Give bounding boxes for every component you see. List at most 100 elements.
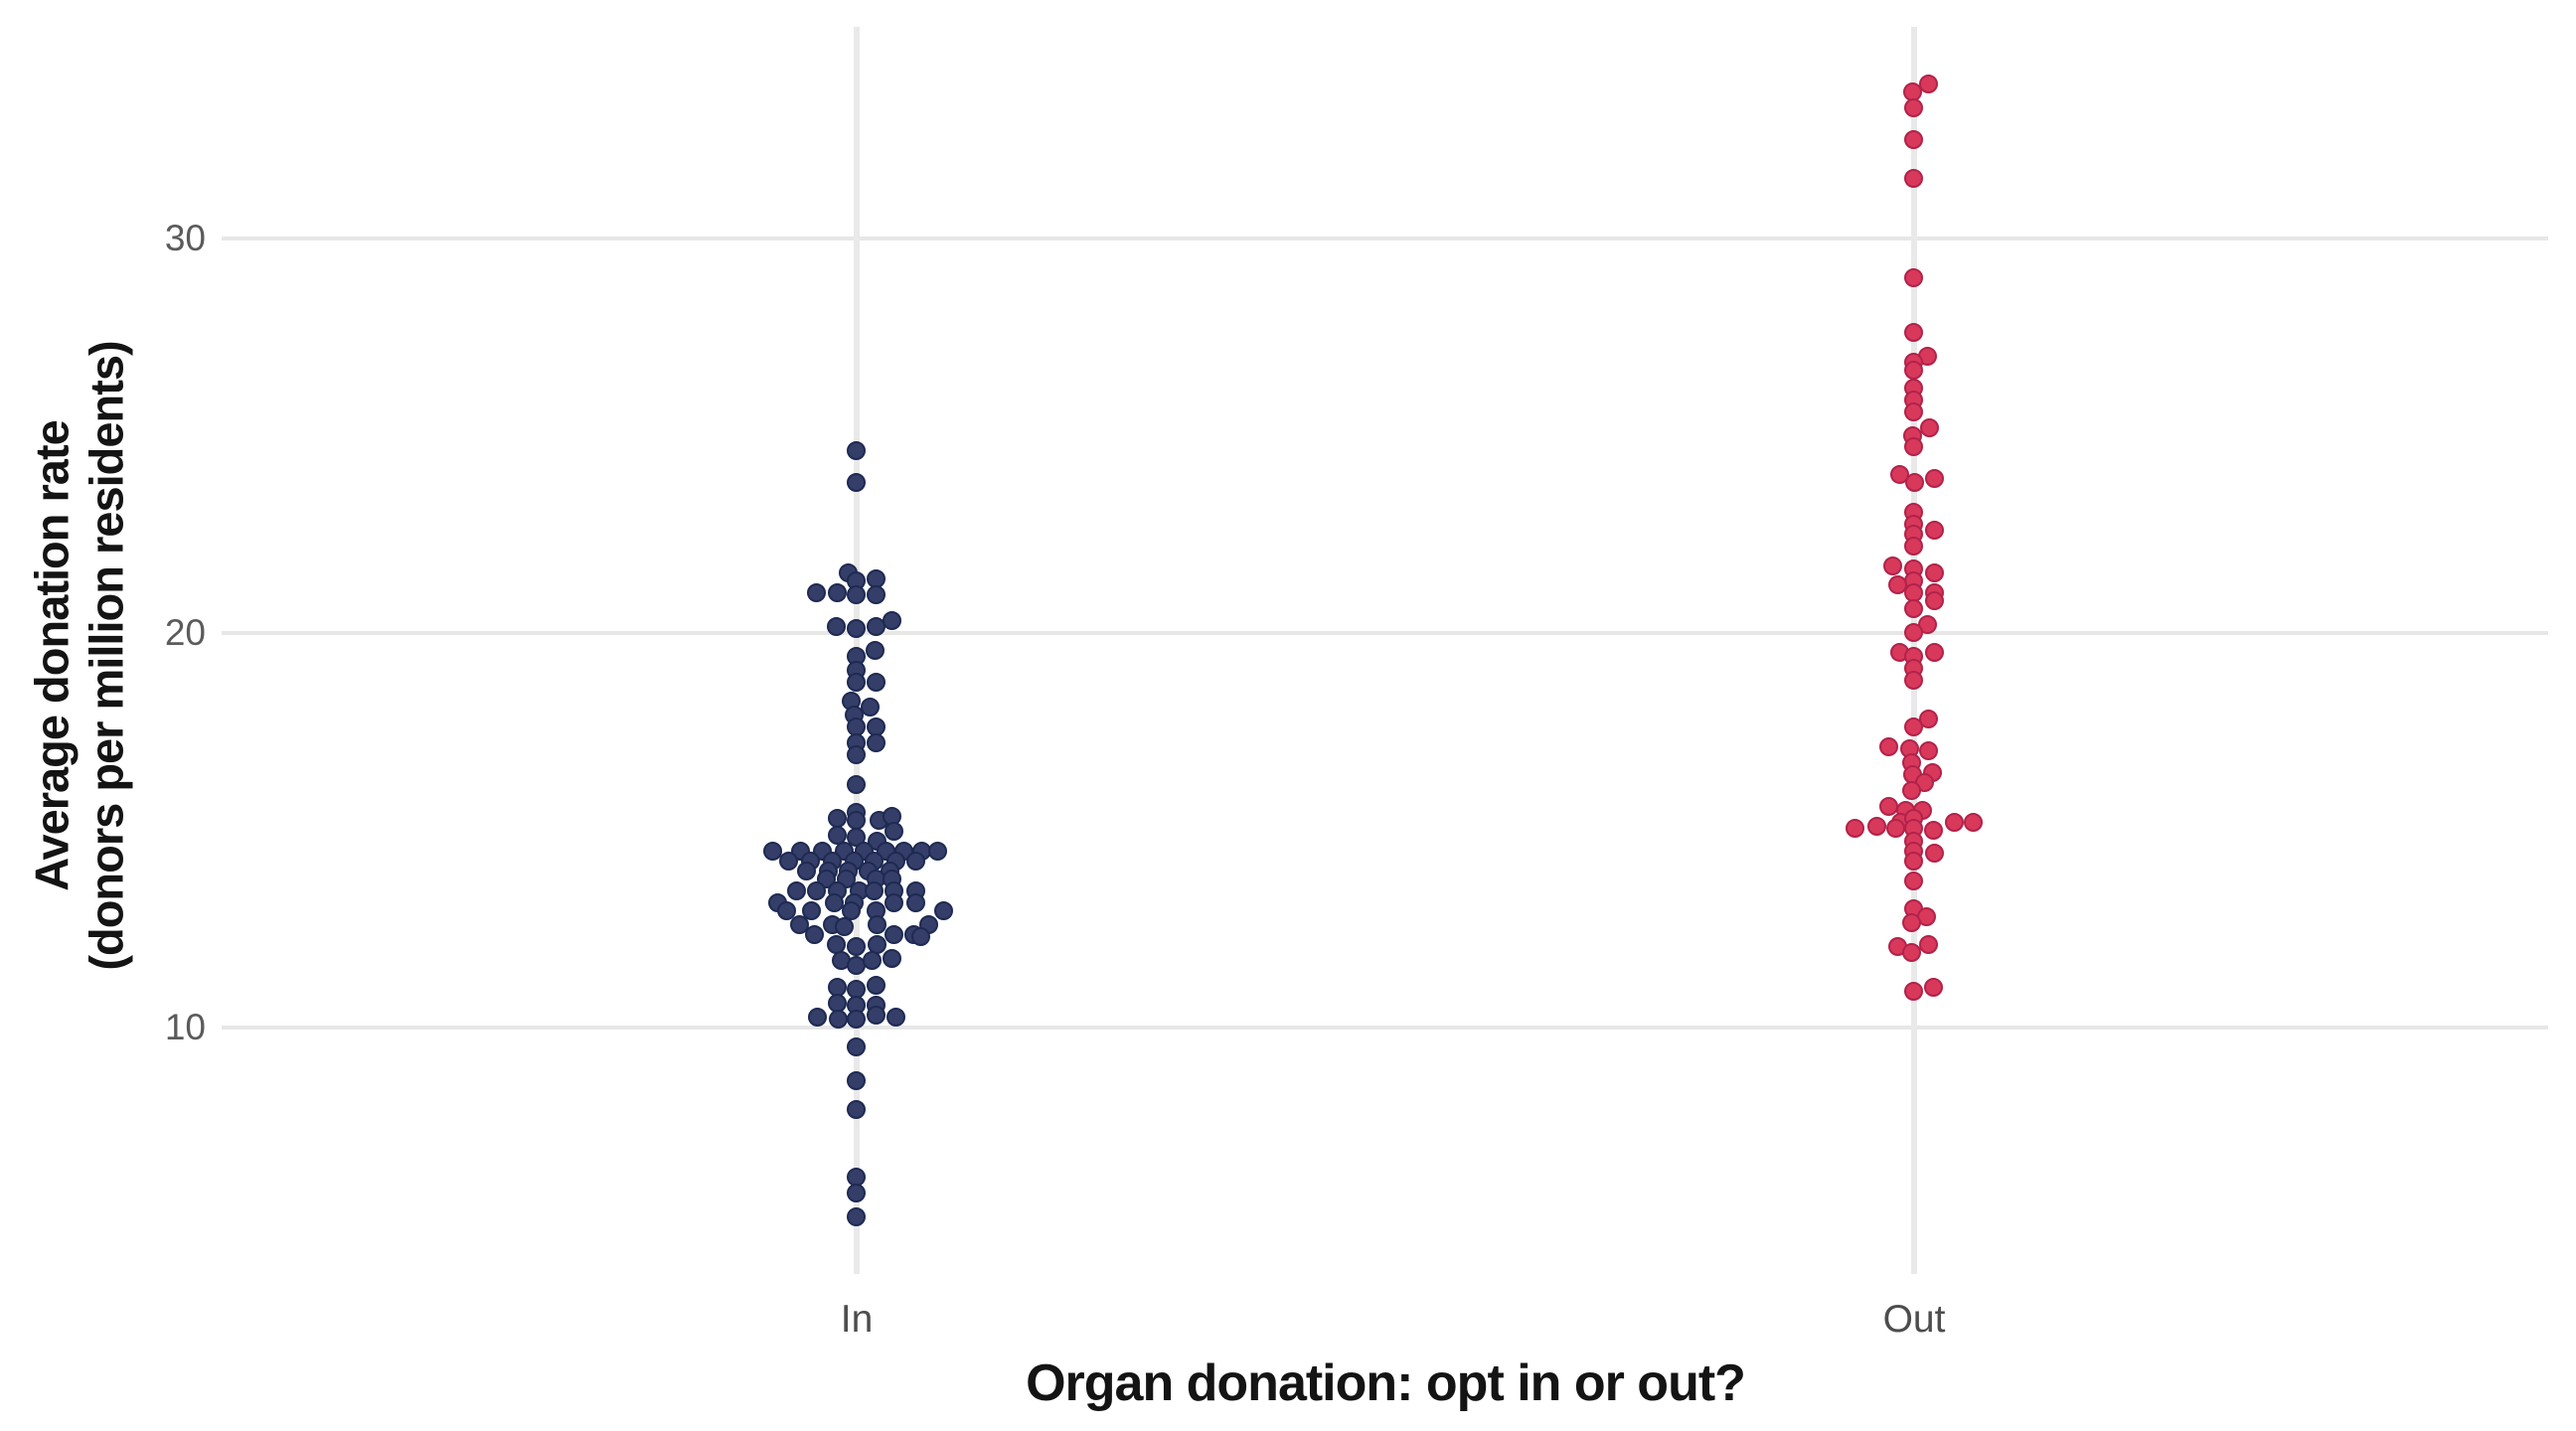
- data-point-in: [928, 842, 947, 862]
- data-point-out: [1904, 717, 1923, 737]
- y-axis-tick-label: 30: [164, 218, 206, 258]
- data-point-in: [802, 900, 821, 920]
- data-point-in: [828, 583, 847, 603]
- data-point-out: [1904, 129, 1923, 149]
- data-point-out: [1904, 852, 1923, 872]
- data-point-in: [825, 892, 844, 912]
- data-point-out: [1919, 741, 1938, 761]
- data-point-out: [1904, 323, 1923, 343]
- data-point-out: [1904, 401, 1923, 421]
- data-point-out: [1925, 563, 1944, 583]
- data-point-out: [1902, 780, 1921, 800]
- y-axis-title-line1: Average donation rate: [25, 420, 79, 891]
- data-point-in: [847, 745, 866, 765]
- data-point-in: [906, 892, 925, 912]
- data-point-out: [1919, 934, 1938, 954]
- data-point-out: [1867, 816, 1886, 836]
- data-point-in: [867, 1006, 886, 1026]
- data-point-in: [787, 881, 806, 901]
- y-axis-tick-label: 20: [164, 612, 206, 653]
- y-axis-title-line2: (donors per million residents): [80, 341, 133, 971]
- data-point-in: [847, 1070, 866, 1090]
- data-point-in: [867, 733, 886, 753]
- data-point-in: [808, 1008, 827, 1028]
- data-point-in: [883, 948, 901, 968]
- data-point-out: [1905, 473, 1924, 493]
- data-point-out: [1925, 520, 1944, 540]
- data-point-in: [847, 936, 866, 956]
- y-gridline: [222, 1026, 2548, 1030]
- data-point-in: [790, 914, 809, 934]
- data-point-in: [847, 619, 866, 639]
- data-point-out: [1883, 556, 1902, 575]
- data-point-out: [1964, 812, 1983, 832]
- data-point-out: [1904, 599, 1923, 619]
- data-point-out: [1925, 642, 1944, 662]
- data-point-in: [868, 914, 886, 934]
- data-point-in: [807, 881, 826, 901]
- x-axis-title: Organ donation: opt in or out?: [1026, 1354, 1746, 1412]
- data-point-in: [863, 950, 882, 970]
- data-point-in: [886, 1008, 905, 1028]
- data-point-in: [934, 900, 953, 920]
- y-axis-tick-label: 10: [164, 1007, 206, 1047]
- data-point-out: [1846, 818, 1864, 838]
- data-point-in: [911, 926, 930, 946]
- data-point-in: [847, 1036, 866, 1056]
- data-point-in: [867, 585, 886, 605]
- x-axis-tick-label: Out: [1882, 1298, 1946, 1341]
- data-point-in: [847, 585, 866, 605]
- data-point-out: [1902, 942, 1921, 962]
- data-point-in: [847, 1183, 866, 1202]
- data-point-in: [885, 892, 903, 912]
- data-point-out: [1904, 169, 1923, 189]
- data-point-in: [847, 473, 866, 493]
- data-point-in: [867, 672, 886, 692]
- data-point-out: [1925, 591, 1944, 611]
- data-point-in: [842, 900, 861, 920]
- data-point-in: [866, 640, 885, 660]
- data-point-in: [829, 1010, 848, 1030]
- data-point-in: [797, 862, 816, 881]
- data-point-in: [867, 617, 886, 637]
- data-point-in: [867, 976, 886, 996]
- data-point-in: [777, 900, 796, 920]
- y-gridline: [222, 631, 2548, 635]
- data-point-out: [1920, 417, 1939, 437]
- data-point-out: [1904, 670, 1923, 690]
- data-point-in: [827, 617, 846, 637]
- data-point-out: [1902, 912, 1921, 932]
- data-point-out: [1945, 812, 1964, 832]
- data-point-out: [1925, 844, 1944, 864]
- data-point-in: [763, 842, 782, 862]
- data-point-out: [1904, 536, 1923, 556]
- data-point-in: [847, 774, 866, 794]
- data-point-in: [865, 881, 884, 901]
- data-point-in: [885, 924, 903, 944]
- data-point-out: [1904, 623, 1923, 642]
- data-point-in: [847, 810, 866, 830]
- data-point-out: [1904, 97, 1923, 117]
- x-axis-tick-label: In: [840, 1298, 874, 1341]
- data-point-in: [835, 916, 854, 936]
- data-point-in: [779, 852, 798, 872]
- data-point-out: [1879, 737, 1898, 757]
- data-point-in: [906, 852, 925, 872]
- data-point-in: [885, 822, 903, 842]
- data-point-out: [1925, 469, 1944, 489]
- data-point-out: [1904, 437, 1923, 457]
- data-point-in: [805, 924, 824, 944]
- data-point-in: [847, 1206, 866, 1226]
- data-point-in: [847, 672, 866, 692]
- data-point-in: [861, 698, 880, 717]
- data-point-in: [828, 808, 847, 828]
- data-point-out: [1924, 978, 1943, 998]
- data-point-out: [1919, 75, 1938, 94]
- data-point-out: [1886, 818, 1905, 838]
- data-point-out: [1904, 360, 1923, 380]
- data-point-out: [1904, 982, 1923, 1002]
- data-point-in: [807, 583, 826, 603]
- data-point-out: [1904, 872, 1923, 891]
- data-point-out: [1879, 796, 1898, 816]
